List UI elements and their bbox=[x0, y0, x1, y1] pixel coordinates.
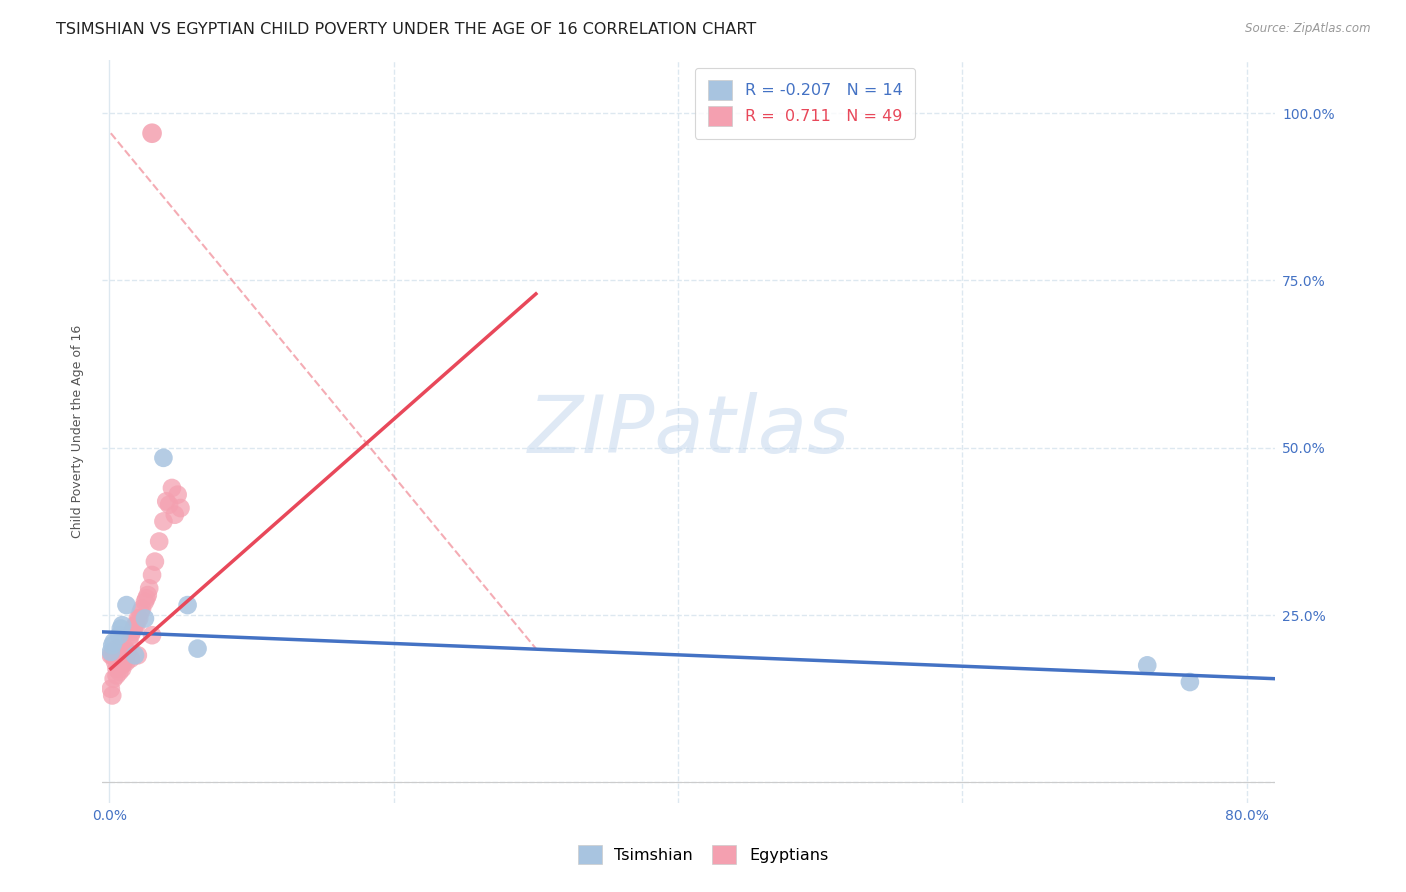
Point bbox=[105, 641, 128, 656]
Point bbox=[121, 624, 143, 639]
Point bbox=[187, 641, 209, 656]
Point bbox=[105, 662, 128, 676]
Point bbox=[112, 655, 135, 669]
Point bbox=[115, 645, 138, 659]
Point bbox=[141, 628, 163, 642]
Point bbox=[155, 494, 177, 508]
Point bbox=[103, 672, 125, 686]
Point bbox=[138, 582, 160, 596]
Point bbox=[127, 611, 149, 625]
Point bbox=[134, 595, 156, 609]
Point bbox=[118, 635, 141, 649]
Point bbox=[134, 611, 156, 625]
Point bbox=[1178, 675, 1201, 690]
Point bbox=[148, 534, 170, 549]
Point bbox=[110, 622, 132, 636]
Legend: Tsimshian, Egyptians: Tsimshian, Egyptians bbox=[571, 838, 835, 871]
Point bbox=[103, 645, 125, 659]
Point bbox=[108, 628, 131, 642]
Point bbox=[176, 598, 198, 612]
Point bbox=[157, 498, 180, 512]
Point bbox=[160, 481, 183, 495]
Text: Source: ZipAtlas.com: Source: ZipAtlas.com bbox=[1246, 22, 1371, 36]
Point bbox=[111, 618, 134, 632]
Point bbox=[122, 622, 145, 636]
Point bbox=[152, 515, 174, 529]
Y-axis label: Child Poverty Under the Age of 16: Child Poverty Under the Age of 16 bbox=[72, 325, 84, 538]
Point bbox=[124, 648, 146, 663]
Point bbox=[143, 555, 166, 569]
Point bbox=[120, 651, 142, 665]
Point bbox=[120, 628, 142, 642]
Point bbox=[108, 651, 131, 665]
Point bbox=[136, 588, 159, 602]
Point bbox=[117, 645, 139, 659]
Point bbox=[127, 648, 149, 663]
Point bbox=[163, 508, 186, 522]
Point bbox=[111, 662, 134, 676]
Point bbox=[110, 655, 132, 669]
Point bbox=[111, 658, 134, 673]
Point bbox=[128, 611, 150, 625]
Point bbox=[135, 591, 157, 606]
Point bbox=[103, 635, 125, 649]
Point bbox=[100, 645, 122, 659]
Point bbox=[101, 689, 124, 703]
Point bbox=[169, 501, 191, 516]
Point bbox=[100, 648, 122, 663]
Point bbox=[131, 601, 153, 615]
Point bbox=[107, 658, 129, 673]
Point bbox=[124, 618, 146, 632]
Point bbox=[141, 568, 163, 582]
Point bbox=[104, 655, 127, 669]
Point bbox=[129, 605, 152, 619]
Text: ZIPatlas: ZIPatlas bbox=[527, 392, 849, 470]
Point bbox=[107, 641, 129, 656]
Text: TSIMSHIAN VS EGYPTIAN CHILD POVERTY UNDER THE AGE OF 16 CORRELATION CHART: TSIMSHIAN VS EGYPTIAN CHILD POVERTY UNDE… bbox=[56, 22, 756, 37]
Point bbox=[105, 668, 128, 682]
Point bbox=[108, 665, 131, 679]
Point bbox=[166, 488, 188, 502]
Point bbox=[115, 598, 138, 612]
Point bbox=[101, 638, 124, 652]
Point bbox=[115, 655, 138, 669]
Point bbox=[101, 648, 124, 663]
Point bbox=[125, 618, 148, 632]
Point bbox=[114, 641, 136, 656]
Legend: R = -0.207   N = 14, R =  0.711   N = 49: R = -0.207 N = 14, R = 0.711 N = 49 bbox=[695, 68, 915, 138]
Point bbox=[141, 126, 163, 140]
Point bbox=[100, 681, 122, 696]
Point bbox=[152, 450, 174, 465]
Point bbox=[1136, 658, 1159, 673]
